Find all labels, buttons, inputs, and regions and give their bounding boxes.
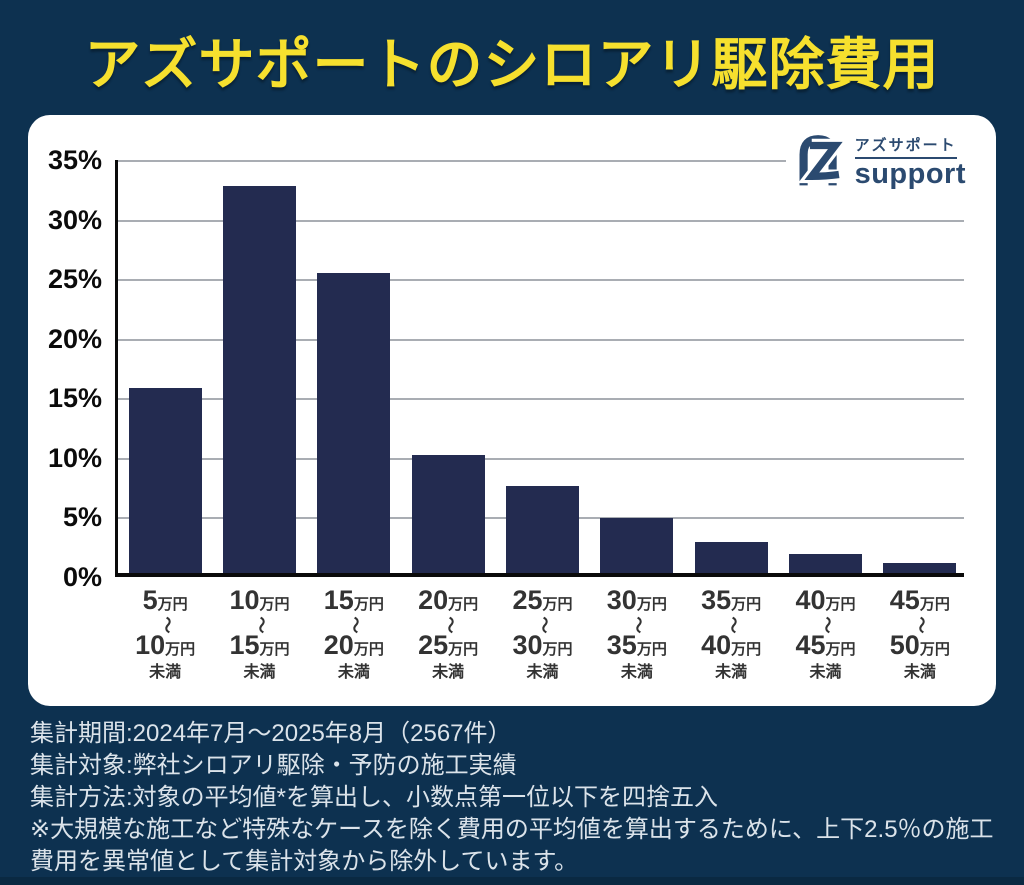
x-tick-label: 20万円～ 25万円 未満 <box>418 585 479 682</box>
footnotes: 集計期間:2024年7月～2025年8月（2567件） 集計対象:弊社シロアリ駆… <box>30 718 1015 878</box>
y-axis-labels: 35% 30% 25% 20% 15% 10% 5% 0% <box>28 115 108 706</box>
x-tick-label: 45万円～ 50万円 未満 <box>889 585 950 682</box>
bar-9 <box>883 563 957 573</box>
footnote-method: 集計方法:対象の平均値*を算出し、小数点第一位以下を四捨五入 <box>30 784 719 811</box>
x-axis-labels: 5万円～ 10万円 未満 10万円～ 15万円 未満 15万円～ 20万円 未満 20万円～ 25万… <box>118 587 967 692</box>
footnote-exclusion: ※大規模な施工など特殊なケースを除く費用の平均値を算出するために、上下2.5％の… <box>30 816 994 875</box>
x-tick-label: 5万円～ 10万円 未満 <box>135 585 196 682</box>
bar-2 <box>223 185 296 573</box>
gridline <box>118 398 964 401</box>
bottom-accent-strip <box>0 877 1024 885</box>
y-tick-label: 35% <box>47 145 102 175</box>
x-tick-label: 25万円～ 30万円 未満 <box>512 585 573 682</box>
gridline <box>118 219 964 222</box>
y-tick-label: 20% <box>47 323 102 354</box>
footnote-target: 集計対象:弊社シロアリ駆除・予防の施工実績 <box>30 752 517 779</box>
x-tick-label: 10万円～ 15万円 未満 <box>229 585 290 682</box>
footnote-period: 集計期間:2024年7月～2025年8月（2567件） <box>30 720 512 747</box>
logo-brand-en: support <box>854 157 966 190</box>
bar-3 <box>317 272 391 573</box>
bar-5 <box>506 486 579 573</box>
y-tick-label: 10% <box>47 442 102 473</box>
bar-1 <box>128 388 202 573</box>
logo-brand-jp: アズサポート <box>854 137 957 159</box>
chart-card: 35% 30% 25% 20% 15% 10% 5% 0% 5万円～ 10万円 未満 10万円～ 15… <box>28 115 996 706</box>
x-tick-label: 35万円～ 40万円 未満 <box>701 585 762 682</box>
bar-7 <box>694 542 768 573</box>
page-title: アズサポートのシロアリ駆除費用 <box>84 33 940 96</box>
x-tick-label: 15万円～ 20万円 未満 <box>323 585 384 682</box>
company-logo: アズサポート support <box>785 129 970 196</box>
gridline <box>118 457 964 460</box>
logo-text: アズサポート support <box>854 137 966 190</box>
y-tick-label: 15% <box>47 383 102 414</box>
y-tick-label: 30% <box>47 204 102 235</box>
bar-4 <box>411 455 485 573</box>
az-monogram-icon <box>790 131 849 194</box>
y-tick-label: 25% <box>47 264 102 295</box>
x-tick-label: 30万円～ 35万円 未満 <box>606 585 667 682</box>
bar-6 <box>600 518 674 573</box>
y-tick-label: 5% <box>62 502 102 533</box>
plot-area <box>115 160 964 577</box>
y-tick-label: 0% <box>62 562 102 592</box>
x-tick-label: 40万円～ 45万円 未満 <box>795 585 856 682</box>
gridline <box>118 160 964 162</box>
gridline <box>118 338 964 341</box>
gridline <box>118 279 964 282</box>
bar-8 <box>789 553 862 573</box>
